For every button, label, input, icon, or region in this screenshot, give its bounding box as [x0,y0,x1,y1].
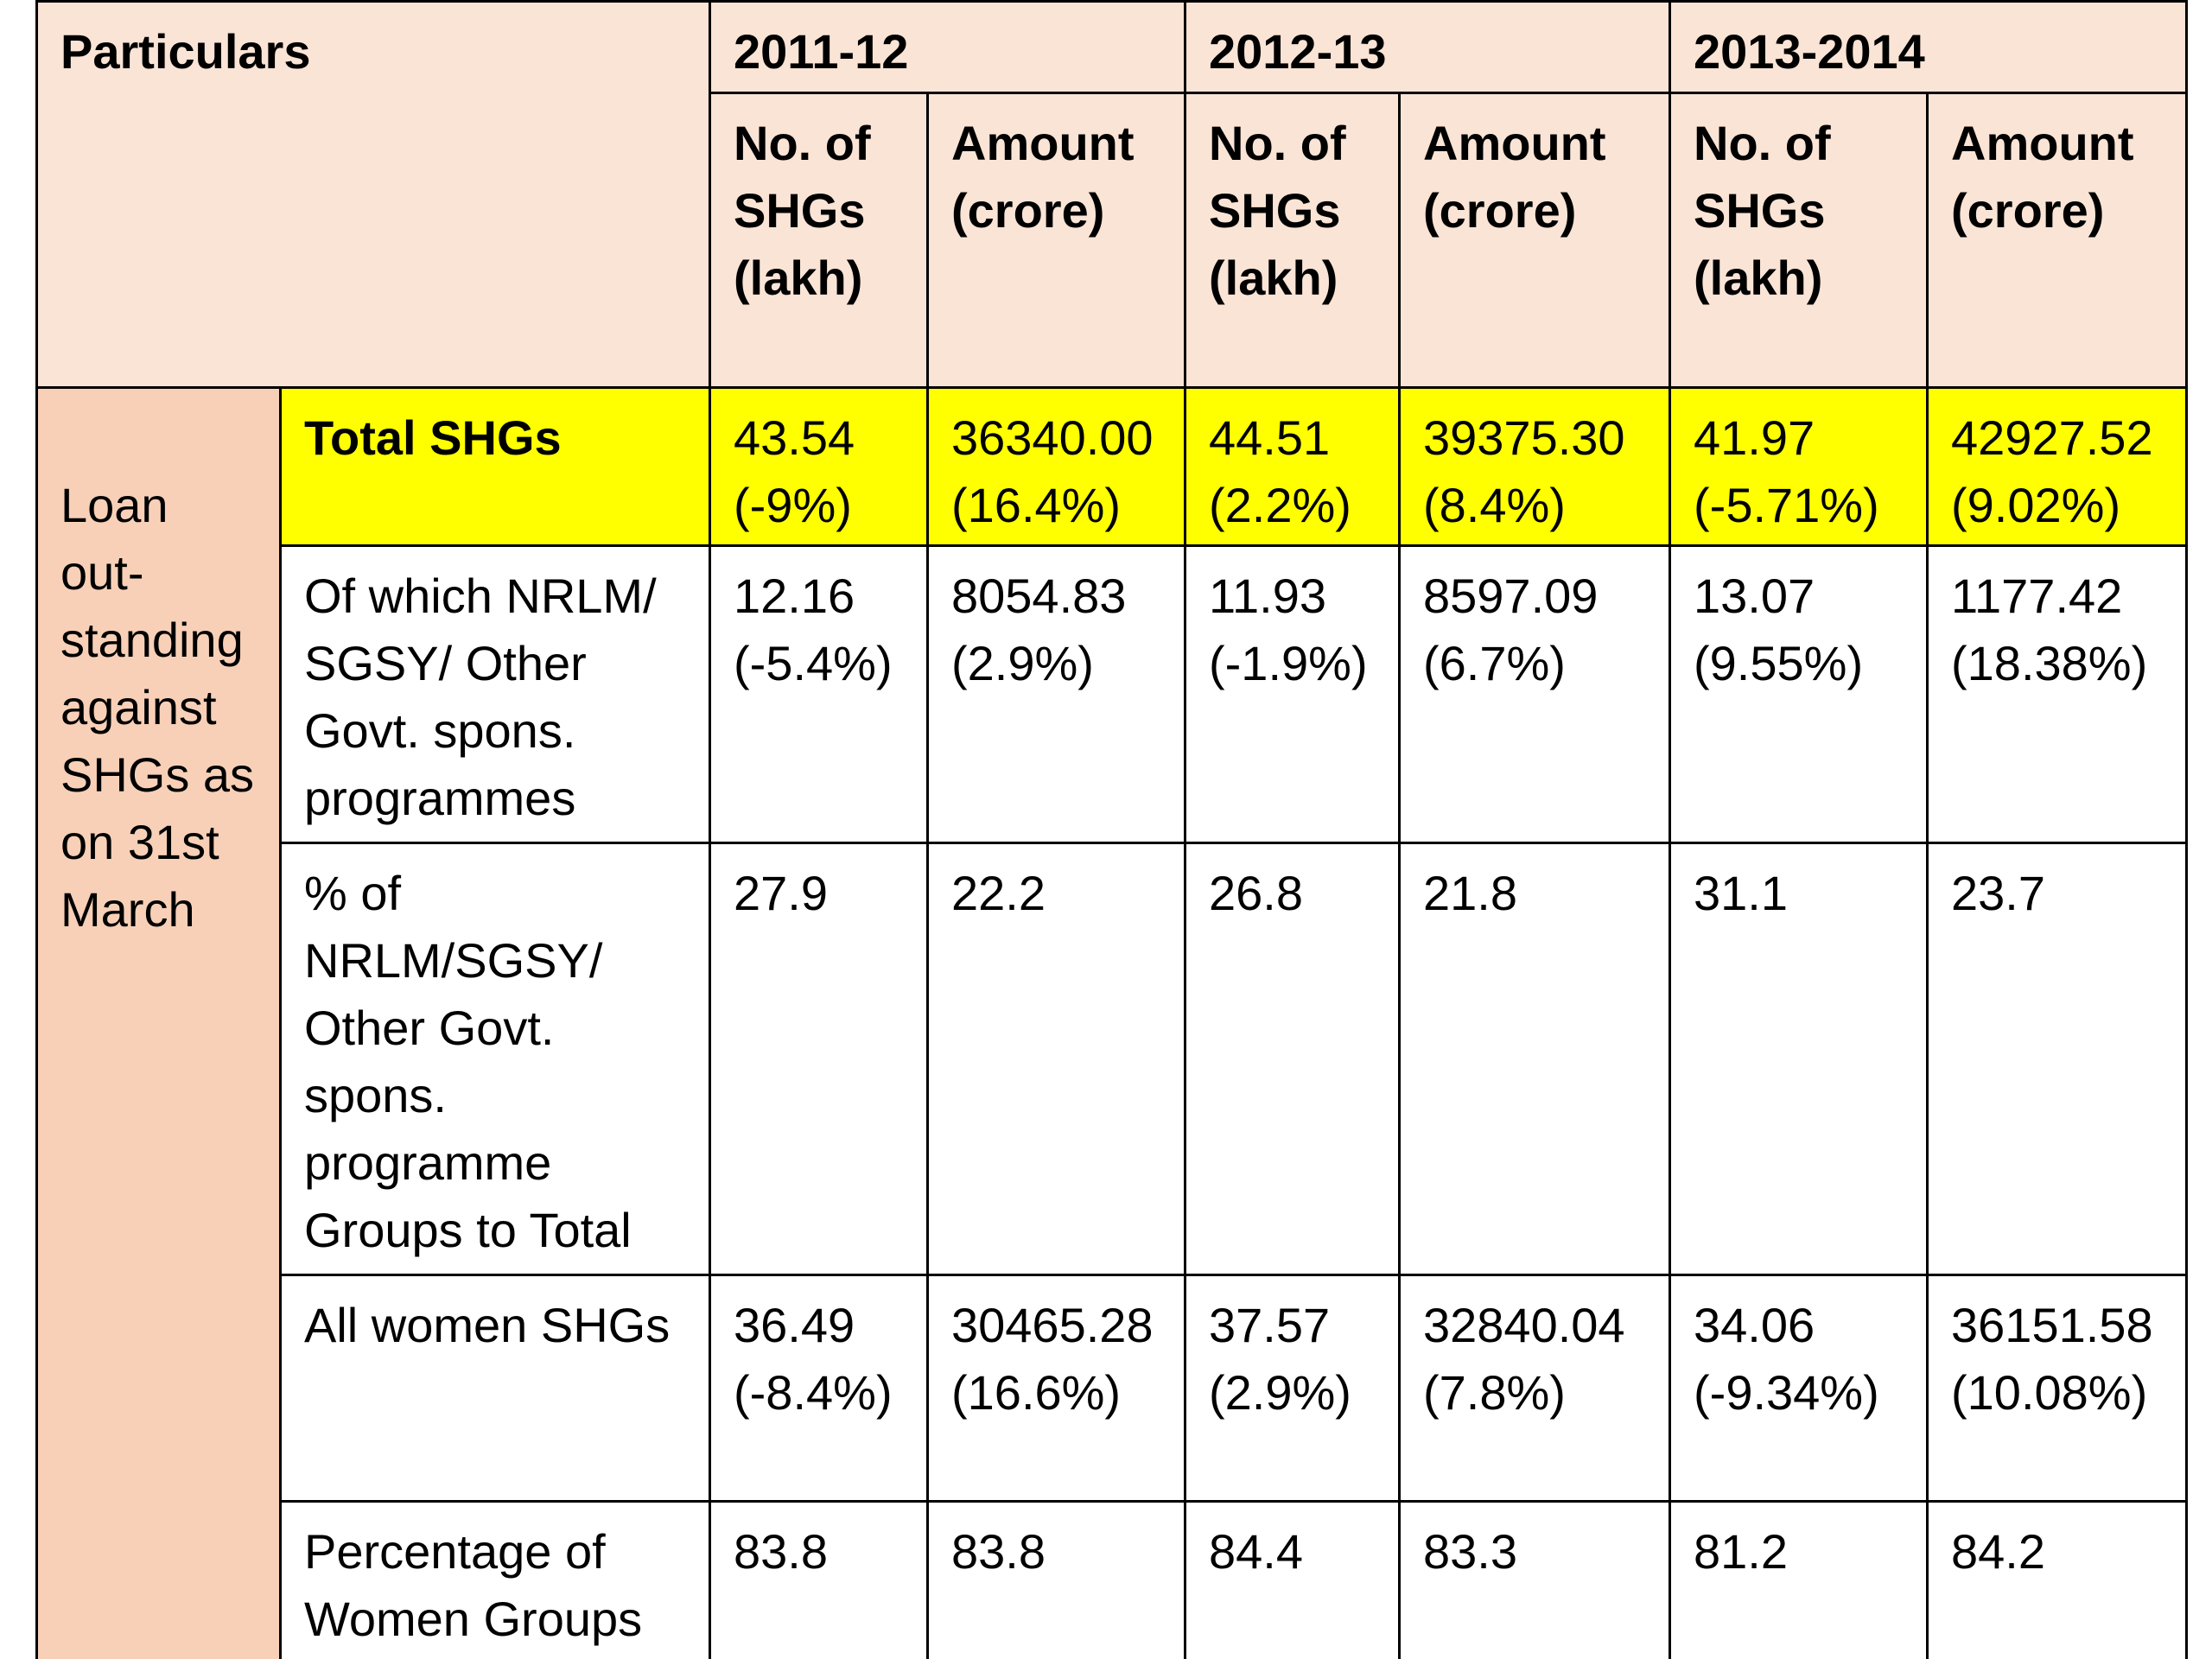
cell-percent-nrlm-2012-13-amount: 21.8 [1397,842,1672,1276]
cell-pct-women-2012-13-amount: 83.3 [1397,1500,1672,1659]
cell-percent-nrlm-2011-12-no: 27.9 [709,842,929,1276]
cell-pct-women-2011-12-amount: 83.8 [926,1500,1186,1659]
amount-header: Amount (crore) [1397,92,1672,389]
cell-nrlm-2012-13-no: 11.93 (-1.9%) [1184,544,1401,844]
cell-nrlm-2011-12-no: 12.16 (-5.4%) [709,544,929,844]
cell-total-shgs-2011-12-amount: 36340.00 (16.4%) [926,386,1186,547]
cell-percent-nrlm-2012-13-no: 26.8 [1184,842,1401,1276]
row-label-percent-nrlm: % of NRLM/SGSY/ Other Govt. spons. progr… [279,842,711,1276]
row-label-total-shgs: Total SHGs [279,386,711,547]
cell-pct-women-2013-2014-amount: 84.2 [1926,1500,2189,1659]
cell-nrlm-2011-12-amount: 8054.83 (2.9%) [926,544,1186,844]
no-of-shgs-header: No. of SHGs (lakh) [1184,92,1401,389]
cell-total-shgs-2012-13-no: 44.51 (2.2%) [1184,386,1401,547]
year-header-2011-12: 2011-12 [709,0,1186,94]
cell-percent-nrlm-2011-12-amount: 22.2 [926,842,1186,1276]
cell-women-2012-13-no: 37.57 (2.9%) [1184,1274,1401,1503]
cell-percent-nrlm-2013-2014-amount: 23.7 [1926,842,2189,1276]
cell-nrlm-2013-2014-amount: 1177.42 (18.38%) [1926,544,2189,844]
cell-women-2011-12-no: 36.49 (-8.4%) [709,1274,929,1503]
cell-pct-women-2013-2014-no: 81.2 [1669,1500,1929,1659]
no-of-shgs-header: No. of SHGs (lakh) [709,92,929,389]
cell-percent-nrlm-2013-2014-no: 31.1 [1669,842,1929,1276]
cell-total-shgs-2011-12-no: 43.54 (-9%) [709,386,929,547]
cell-total-shgs-2013-2014-amount: 42927.52 (9.02%) [1926,386,2189,547]
cell-nrlm-2013-2014-no: 13.07 (9.55%) [1669,544,1929,844]
row-label-nrlm-programmes: Of which NRLM/ SGSY/ Other Govt. spons. … [279,544,711,844]
cell-total-shgs-2013-2014-no: 41.97 (-5.71%) [1669,386,1929,547]
amount-header: Amount (crore) [1926,92,2189,389]
cell-women-2013-2014-no: 34.06 (-9.34%) [1669,1274,1929,1503]
shg-loan-table: Particulars 2011-12 2012-13 2013-2014 No… [35,0,2189,1659]
cell-women-2012-13-amount: 32840.04 (7.8%) [1397,1274,1672,1503]
cell-pct-women-2012-13-no: 84.4 [1184,1500,1401,1659]
particulars-header: Particulars [35,0,711,389]
cell-pct-women-2011-12-no: 83.8 [709,1500,929,1659]
cell-total-shgs-2012-13-amount: 39375.30 (8.4%) [1397,386,1672,547]
year-header-2013-2014: 2013-2014 [1669,0,2189,94]
cell-nrlm-2012-13-amount: 8597.09 (6.7%) [1397,544,1672,844]
no-of-shgs-header: No. of SHGs (lakh) [1669,92,1929,389]
cell-women-2011-12-amount: 30465.28 (16.6%) [926,1274,1186,1503]
row-label-all-women-shgs: All women SHGs [279,1274,711,1503]
cell-women-2013-2014-amount: 36151.58 (10.08%) [1926,1274,2189,1503]
year-header-2012-13: 2012-13 [1183,0,1672,94]
amount-header: Amount (crore) [926,92,1186,389]
row-label-percentage-women-groups: Percentage of Women Groups [279,1500,711,1659]
loan-outstanding-label: Loan out- standing against SHGs as on 31… [35,386,282,1659]
